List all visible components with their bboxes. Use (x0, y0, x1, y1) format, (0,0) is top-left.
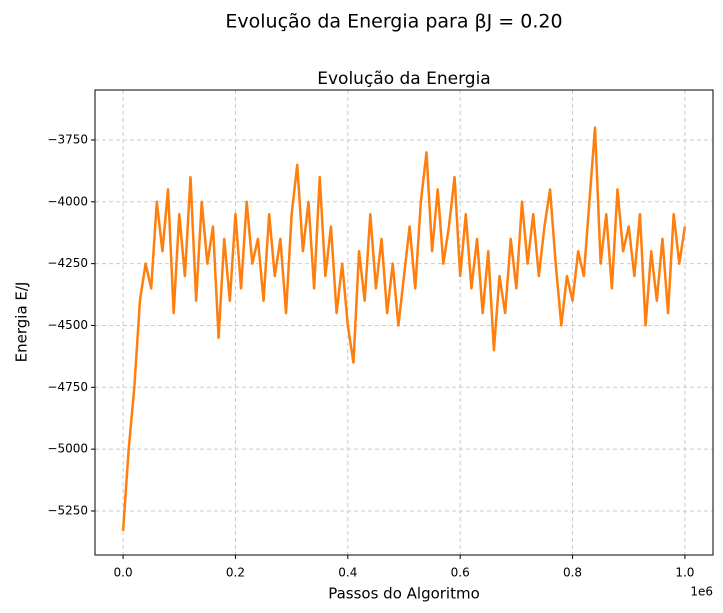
x-tick-label: 0.8 (563, 566, 582, 580)
x-tick-label: 0.2 (226, 566, 245, 580)
y-tick-label: −4500 (47, 318, 88, 332)
chart-title: Evolução da Energia (317, 69, 490, 89)
data-line (121, 126, 687, 531)
suptitle: Evolução da Energia para βJ = 0.20 (225, 11, 562, 33)
x-tick-label: 1.0 (675, 566, 694, 580)
plot-frame (94, 89, 714, 556)
x-tick-label: 0.0 (114, 566, 133, 580)
x-tick-label: 0.4 (338, 566, 357, 580)
y-tick-label: −4250 (47, 256, 88, 270)
x-offset-label: 1e6 (690, 585, 713, 599)
x-tick-label: 0.6 (451, 566, 470, 580)
y-tick-label: −4000 (47, 194, 88, 208)
y-tick-label: −5000 (47, 442, 88, 456)
y-tick-label: −5250 (47, 503, 88, 517)
x-axis-label: Passos do Algoritmo (328, 585, 480, 603)
y-axis-label: Energia E/J (13, 282, 31, 363)
y-tick-label: −3750 (47, 132, 88, 146)
y-tick-label: −4750 (47, 380, 88, 394)
